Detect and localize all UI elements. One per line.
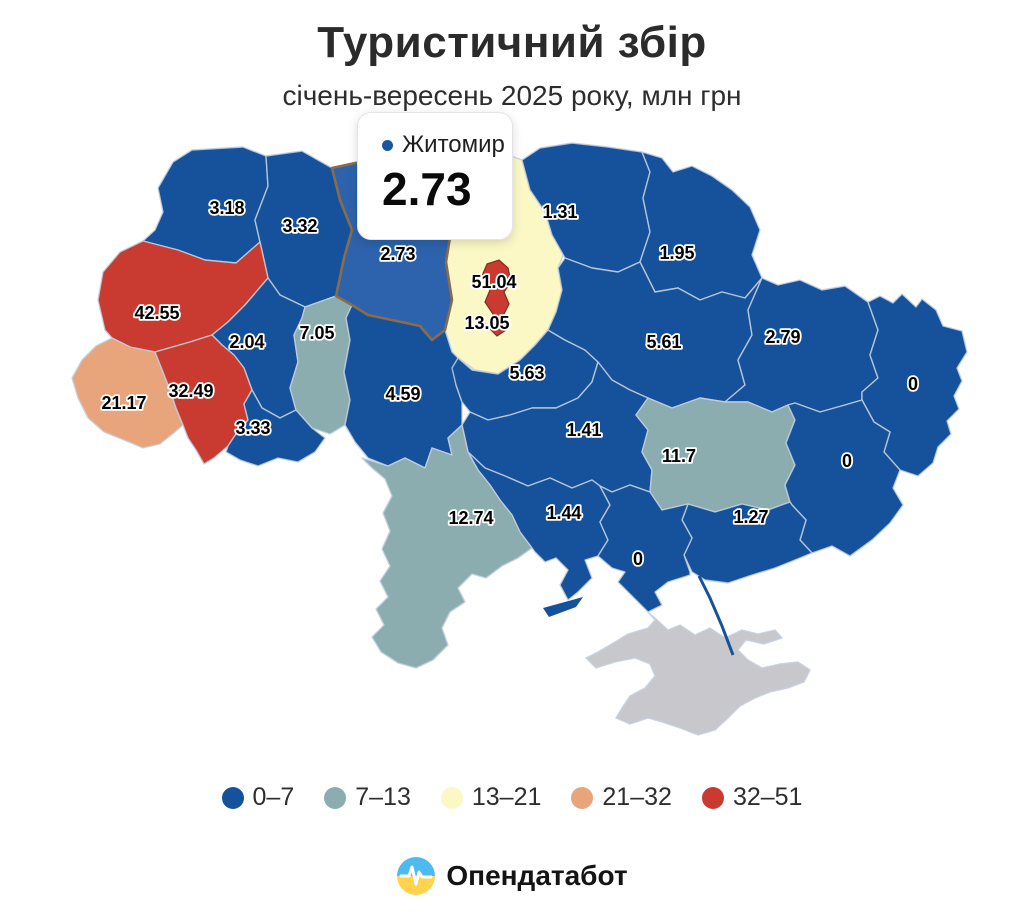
region-value-label-odesa: 12.74 xyxy=(448,508,493,528)
region-kyiv_city[interactable] xyxy=(481,259,512,337)
region-crimea[interactable] xyxy=(585,611,811,736)
legend-label: 7–13 xyxy=(355,783,411,811)
region-value-label-lviv: 42.55 xyxy=(134,303,179,323)
kinburn-spit-shape xyxy=(543,597,583,617)
page-title: Туристичний збір xyxy=(317,18,707,67)
legend-dot-icon xyxy=(221,786,244,809)
tooltip-series-dot-icon xyxy=(382,139,393,151)
region-value-label-dnipropetrovsk: 11.7 xyxy=(662,446,696,466)
map-legend: 0–7 7–13 13–21 21–32 32–51 xyxy=(0,783,1024,812)
region-kherson[interactable] xyxy=(597,484,693,613)
region-value-label-khmelnytskyi: 7.05 xyxy=(299,323,334,343)
legend-label: 21–32 xyxy=(602,783,672,811)
region-value-label-volyn: 3.18 xyxy=(209,198,244,218)
region-value-label-chernihiv: 1.31 xyxy=(542,202,577,222)
region-odesa[interactable] xyxy=(361,424,533,669)
legend-item-1: 7–13 xyxy=(324,783,411,812)
region-chernivtsi[interactable] xyxy=(225,389,326,467)
region-dnipropetrovsk[interactable] xyxy=(635,397,796,513)
region-value-label-ivano_frankivsk: 32.49 xyxy=(168,381,213,401)
legend-item-4: 32–51 xyxy=(701,783,803,812)
region-value-label-kherson: 0 xyxy=(633,549,643,569)
arabat-spit-shape xyxy=(697,575,735,656)
page-subtitle: січень-вересень 2025 року, млн грн xyxy=(282,80,742,111)
legend-item-2: 13–21 xyxy=(440,783,542,812)
legend-item-3: 21–32 xyxy=(571,783,672,812)
legend-item-0: 0–7 xyxy=(221,783,295,812)
region-sumy[interactable] xyxy=(639,151,763,301)
region-value-label-poltava: 5.61 xyxy=(646,332,681,352)
legend-dot-icon xyxy=(440,786,463,809)
region-value-label-luhansk: 0 xyxy=(908,374,918,394)
legend-label: 0–7 xyxy=(252,783,295,811)
opendatabot-logo-icon xyxy=(397,857,436,895)
region-value-label-zakarpattia: 21.17 xyxy=(101,393,146,413)
region-value-label-donetsk: 0 xyxy=(842,451,852,471)
region-value-label-sumy: 1.95 xyxy=(659,243,694,263)
region-value-label-rivne: 3.32 xyxy=(282,216,317,236)
region-value-label-ternopil: 2.04 xyxy=(229,332,264,352)
tooltip-value: 2.73 xyxy=(382,163,472,215)
legend-label: 32–51 xyxy=(732,783,803,811)
legend-dot-icon xyxy=(571,786,594,809)
region-value-label-zaporizhzhia: 1.27 xyxy=(733,507,768,527)
region-value-label-zhytomyr: 2.73 xyxy=(380,244,415,264)
legend-label: 13–21 xyxy=(471,783,542,811)
legend-dot-icon xyxy=(701,786,724,809)
region-value-label-chernivtsi: 3.33 xyxy=(235,418,270,438)
region-value-label-kharkiv: 2.79 xyxy=(765,327,800,347)
brand-name: Опендатабот xyxy=(446,860,628,891)
region-value-label-kirovohrad: 1.41 xyxy=(566,420,601,440)
map-tooltip: Житомир 2.73 xyxy=(357,112,513,240)
tooltip-region-name: Житомир xyxy=(402,131,505,158)
legend-dot-icon xyxy=(324,786,347,809)
region-value-label-kyiv_city: 51.04 xyxy=(471,272,516,292)
region-value-label-cherkasy: 5.63 xyxy=(509,363,544,383)
region-value-label-vinnytsia: 4.59 xyxy=(385,384,420,404)
brand-footer[interactable]: Опендатабот xyxy=(0,856,1024,896)
region-value-label-mykolaiv: 1.44 xyxy=(546,503,581,523)
region-value-label-kyiv_oblast: 13.05 xyxy=(464,313,509,333)
